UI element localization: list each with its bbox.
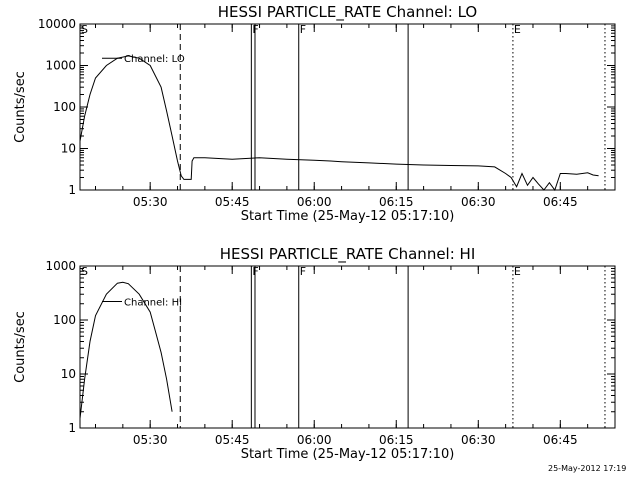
x-tick-label: 05:30	[133, 433, 168, 447]
x-tick-label: 06:00	[297, 433, 332, 447]
event-marker-label: S	[81, 265, 88, 278]
event-marker-label: F	[300, 265, 306, 278]
x-tick-label: 05:45	[215, 195, 250, 209]
y-tick-label: 1000	[45, 259, 76, 273]
y-tick-label: 10	[61, 367, 76, 381]
event-marker-label: F	[252, 265, 258, 278]
y-tick-label: 1	[68, 421, 76, 435]
series-label: Channel: LO	[124, 54, 185, 65]
x-tick-label: 06:45	[543, 433, 578, 447]
footer-date: 25-May-2012 17:19	[548, 464, 627, 473]
x-tick-label: 06:45	[543, 195, 578, 209]
y-tick-label: 1000	[45, 59, 76, 73]
y-tick-label: 100	[53, 313, 76, 327]
y-axis-label: Counts/sec	[13, 71, 28, 143]
y-tick-label: 10000	[38, 17, 76, 31]
event-marker-label: E	[514, 265, 521, 278]
x-tick-label: 06:30	[461, 433, 496, 447]
y-tick-label: 10	[61, 142, 76, 156]
y-axis-label: Counts/sec	[13, 311, 28, 383]
chart-title: HESSI PARTICLE_RATE Channel: HI	[220, 245, 476, 264]
x-tick-label: 06:00	[297, 195, 332, 209]
y-tick-label: 1	[68, 183, 76, 197]
x-tick-label: 06:15	[379, 195, 414, 209]
x-tick-label: 05:45	[215, 433, 250, 447]
event-marker-label: F	[300, 23, 306, 36]
x-axis-label: Start Time (25-May-12 05:17:10)	[241, 447, 455, 462]
event-marker-label: F	[252, 23, 258, 36]
series-label: Channel: HI	[124, 298, 182, 309]
x-axis-label: Start Time (25-May-12 05:17:10)	[241, 209, 455, 224]
chart-title: HESSI PARTICLE_RATE Channel: LO	[218, 3, 477, 22]
series-line	[79, 281, 173, 419]
plot-frame	[79, 23, 616, 191]
y-tick-label: 100	[53, 100, 76, 114]
x-tick-label: 06:15	[379, 433, 414, 447]
x-tick-label: 06:30	[461, 195, 496, 209]
x-tick-label: 05:30	[133, 195, 168, 209]
event-marker-label: E	[514, 23, 521, 36]
event-marker-label: S	[81, 23, 88, 36]
series-line	[79, 55, 599, 192]
plot-frame	[79, 265, 616, 429]
